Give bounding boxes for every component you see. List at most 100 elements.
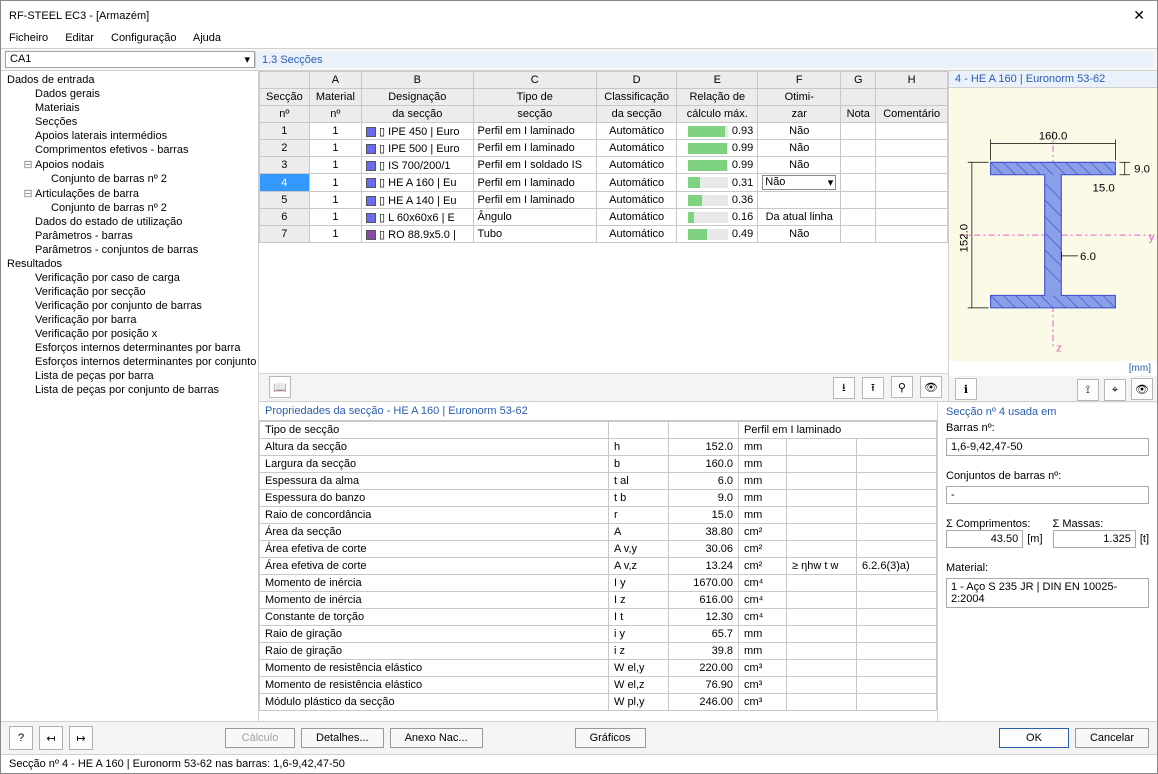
panel-title: 1.3 Secções (255, 52, 1153, 68)
svg-text:6.0: 6.0 (1080, 251, 1096, 263)
close-icon[interactable]: ✕ (1129, 7, 1149, 24)
barras-label: Barras nº: (946, 422, 1149, 434)
menu-edit[interactable]: Editar (65, 32, 94, 44)
table-row[interactable]: 61▯ L 60x60x6 | EÂnguloAutomático0.16Da … (260, 209, 948, 226)
status-bar: Secção nº 4 - HE A 160 | Euronorm 53-62 … (1, 754, 1157, 773)
app-window: RF-STEEL EC3 - [Armazém] ✕ Ficheiro Edit… (0, 0, 1158, 774)
menubar: Ficheiro Editar Configuração Ajuda (1, 30, 1157, 48)
sections-grid[interactable]: ABCDEFGHSecçãoMaterialDesignaçãoTipo deC… (259, 71, 948, 373)
tree-item[interactable]: Dados de entrada (1, 73, 258, 87)
section-preview: 4 - HE A 160 | Euronorm 53-62 y z (949, 71, 1157, 401)
material-value: 1 - Aço S 235 JR | DIN EN 10025-2:2004 (946, 578, 1149, 608)
prop-row: Constante de torçãoI t12.30cm⁴ (260, 609, 937, 626)
prop-row: Raio de giraçãoi y65.7mm (260, 626, 937, 643)
sum-length-label: Σ Comprimentos: (946, 518, 1043, 530)
window-title: RF-STEEL EC3 - [Armazém] (9, 10, 1129, 22)
tree-item[interactable]: Resultados (1, 257, 258, 271)
menu-help[interactable]: Ajuda (193, 32, 221, 44)
filter-icon[interactable]: ⚲ (891, 376, 913, 398)
library-icon[interactable]: 📖 (269, 376, 291, 398)
svg-text:15.0: 15.0 (1093, 182, 1115, 194)
dim-icon[interactable]: ⟟ (1077, 379, 1099, 401)
prop-row: Momento de resistência elásticoW el,z76.… (260, 677, 937, 694)
table-row[interactable]: 41▯ HE A 160 | EuPerfil em I laminadoAut… (260, 174, 948, 192)
menu-file[interactable]: Ficheiro (9, 32, 48, 44)
cancel-button[interactable]: Cancelar (1075, 728, 1149, 748)
sum-length-value: 43.50 (946, 530, 1023, 548)
nav-tree[interactable]: Dados de entradaDados geraisMateriaisSec… (1, 71, 259, 721)
ok-button[interactable]: OK (999, 728, 1069, 748)
case-combo[interactable]: CA1 ▾ (5, 51, 255, 68)
axes-icon[interactable]: ⌖ (1104, 379, 1126, 401)
chevron-down-icon: ▾ (244, 53, 250, 66)
barras-value: 1,6-9,42,47-50 (946, 438, 1149, 456)
tree-item[interactable]: Verificação por barra (1, 313, 258, 327)
prop-row: Raio de giraçãoi z39.8mm (260, 643, 937, 660)
svg-text:9.0: 9.0 (1134, 164, 1150, 176)
tree-item[interactable]: Lista de peças por barra (1, 369, 258, 383)
sum-mass-label: Σ Massas: (1053, 518, 1150, 530)
table-row[interactable]: 71▯ RO 88.9x5.0 |TuboAutomático0.49Não (260, 226, 948, 243)
table-row[interactable]: 31▯ IS 700/200/1Perfil em I soldado ISAu… (260, 157, 948, 174)
svg-text:152.0: 152.0 (959, 224, 971, 253)
tree-item[interactable]: Verificação por conjunto de barras (1, 299, 258, 313)
tree-item[interactable]: Lista de peças por conjunto de barras (1, 383, 258, 397)
tree-item[interactable]: Materiais (1, 101, 258, 115)
annex-button[interactable]: Anexo Nac... (390, 728, 483, 748)
prop-row: Área efetiva de corteA v,y30.06cm² (260, 541, 937, 558)
tree-item[interactable]: Apoios laterais intermédios (1, 129, 258, 143)
tree-item[interactable]: Verificação por caso de carga (1, 271, 258, 285)
used-title: Secção nº 4 usada em (946, 406, 1149, 418)
help-icon[interactable]: ? (9, 726, 33, 750)
tree-item[interactable]: Esforços internos determinantes por conj… (1, 355, 258, 369)
print-icon[interactable]: 👁 (1131, 378, 1153, 400)
prop-row: Espessura da almat al6.0mm (260, 473, 937, 490)
excel-export-icon[interactable]: ⭳ (833, 377, 855, 399)
properties-grid[interactable]: Tipo de secçãoPerfil em I laminadoAltura… (259, 420, 937, 721)
calc-button[interactable]: Cálculo (225, 728, 295, 748)
svg-text:y: y (1149, 231, 1155, 243)
sum-mass-value: 1.325 (1053, 530, 1136, 548)
tree-item[interactable]: Conjunto de barras nº 2 (1, 172, 258, 186)
tree-item[interactable]: ⊟Articulações de barra (1, 186, 258, 201)
case-combo-value: CA1 (10, 53, 31, 66)
conjuntos-value: - (946, 486, 1149, 504)
details-button[interactable]: Detalhes... (301, 728, 384, 748)
table-row[interactable]: 21▯ IPE 500 | EuroPerfil em I laminadoAu… (260, 140, 948, 157)
info-icon[interactable]: ℹ (955, 378, 977, 400)
svg-text:160.0: 160.0 (1039, 130, 1068, 142)
conjuntos-label: Conjuntos de barras nº: (946, 470, 1149, 482)
tree-item[interactable]: ⊟Apoios nodais (1, 157, 258, 172)
material-label: Material: (946, 562, 1149, 574)
prop-row: Tipo de secçãoPerfil em I laminado (260, 422, 937, 439)
eye-icon[interactable]: 👁 (920, 376, 942, 398)
excel-import-icon[interactable]: ⭱ (862, 377, 884, 399)
tree-item[interactable]: Dados gerais (1, 87, 258, 101)
table-row[interactable]: 51▯ HE A 140 | EuPerfil em I laminadoAut… (260, 192, 948, 209)
preview-canvas: y z (949, 88, 1157, 361)
tree-item[interactable]: Comprimentos efetivos - barras (1, 143, 258, 157)
tree-item[interactable]: Conjunto de barras nº 2 (1, 201, 258, 215)
tree-item[interactable]: Parâmetros - barras (1, 229, 258, 243)
prev-icon[interactable]: ↤ (39, 726, 63, 750)
tree-item[interactable]: Esforços internos determinantes por barr… (1, 341, 258, 355)
prop-row: Momento de inérciaI y1670.00cm⁴ (260, 575, 937, 592)
graphics-button[interactable]: Gráficos (575, 728, 646, 748)
prop-row: Momento de inérciaI z616.00cm⁴ (260, 592, 937, 609)
prop-row: Módulo plástico da secçãoW pl,y246.00cm³ (260, 694, 937, 711)
next-icon[interactable]: ↦ (69, 726, 93, 750)
tree-item[interactable]: Dados do estado de utilização (1, 215, 258, 229)
tree-item[interactable]: Parâmetros - conjuntos de barras (1, 243, 258, 257)
tree-item[interactable]: Verificação por secção (1, 285, 258, 299)
menu-config[interactable]: Configuração (111, 32, 176, 44)
prop-row: Área da secçãoA38.80cm² (260, 524, 937, 541)
grid-toolbar: 📖 ⭳ ⭱ ⚲ 👁 (259, 373, 948, 401)
prop-row: Largura da secçãob160.0mm (260, 456, 937, 473)
svg-text:z: z (1056, 343, 1062, 355)
prop-row: Área efetiva de corteA v,z13.24cm²≥ ηhw … (260, 558, 937, 575)
tree-item[interactable]: Secções (1, 115, 258, 129)
prop-row: Momento de resistência elásticoW el,y220… (260, 660, 937, 677)
preview-unit: [mm] (949, 361, 1157, 376)
table-row[interactable]: 11▯ IPE 450 | EuroPerfil em I laminadoAu… (260, 123, 948, 140)
tree-item[interactable]: Verificação por posição x (1, 327, 258, 341)
